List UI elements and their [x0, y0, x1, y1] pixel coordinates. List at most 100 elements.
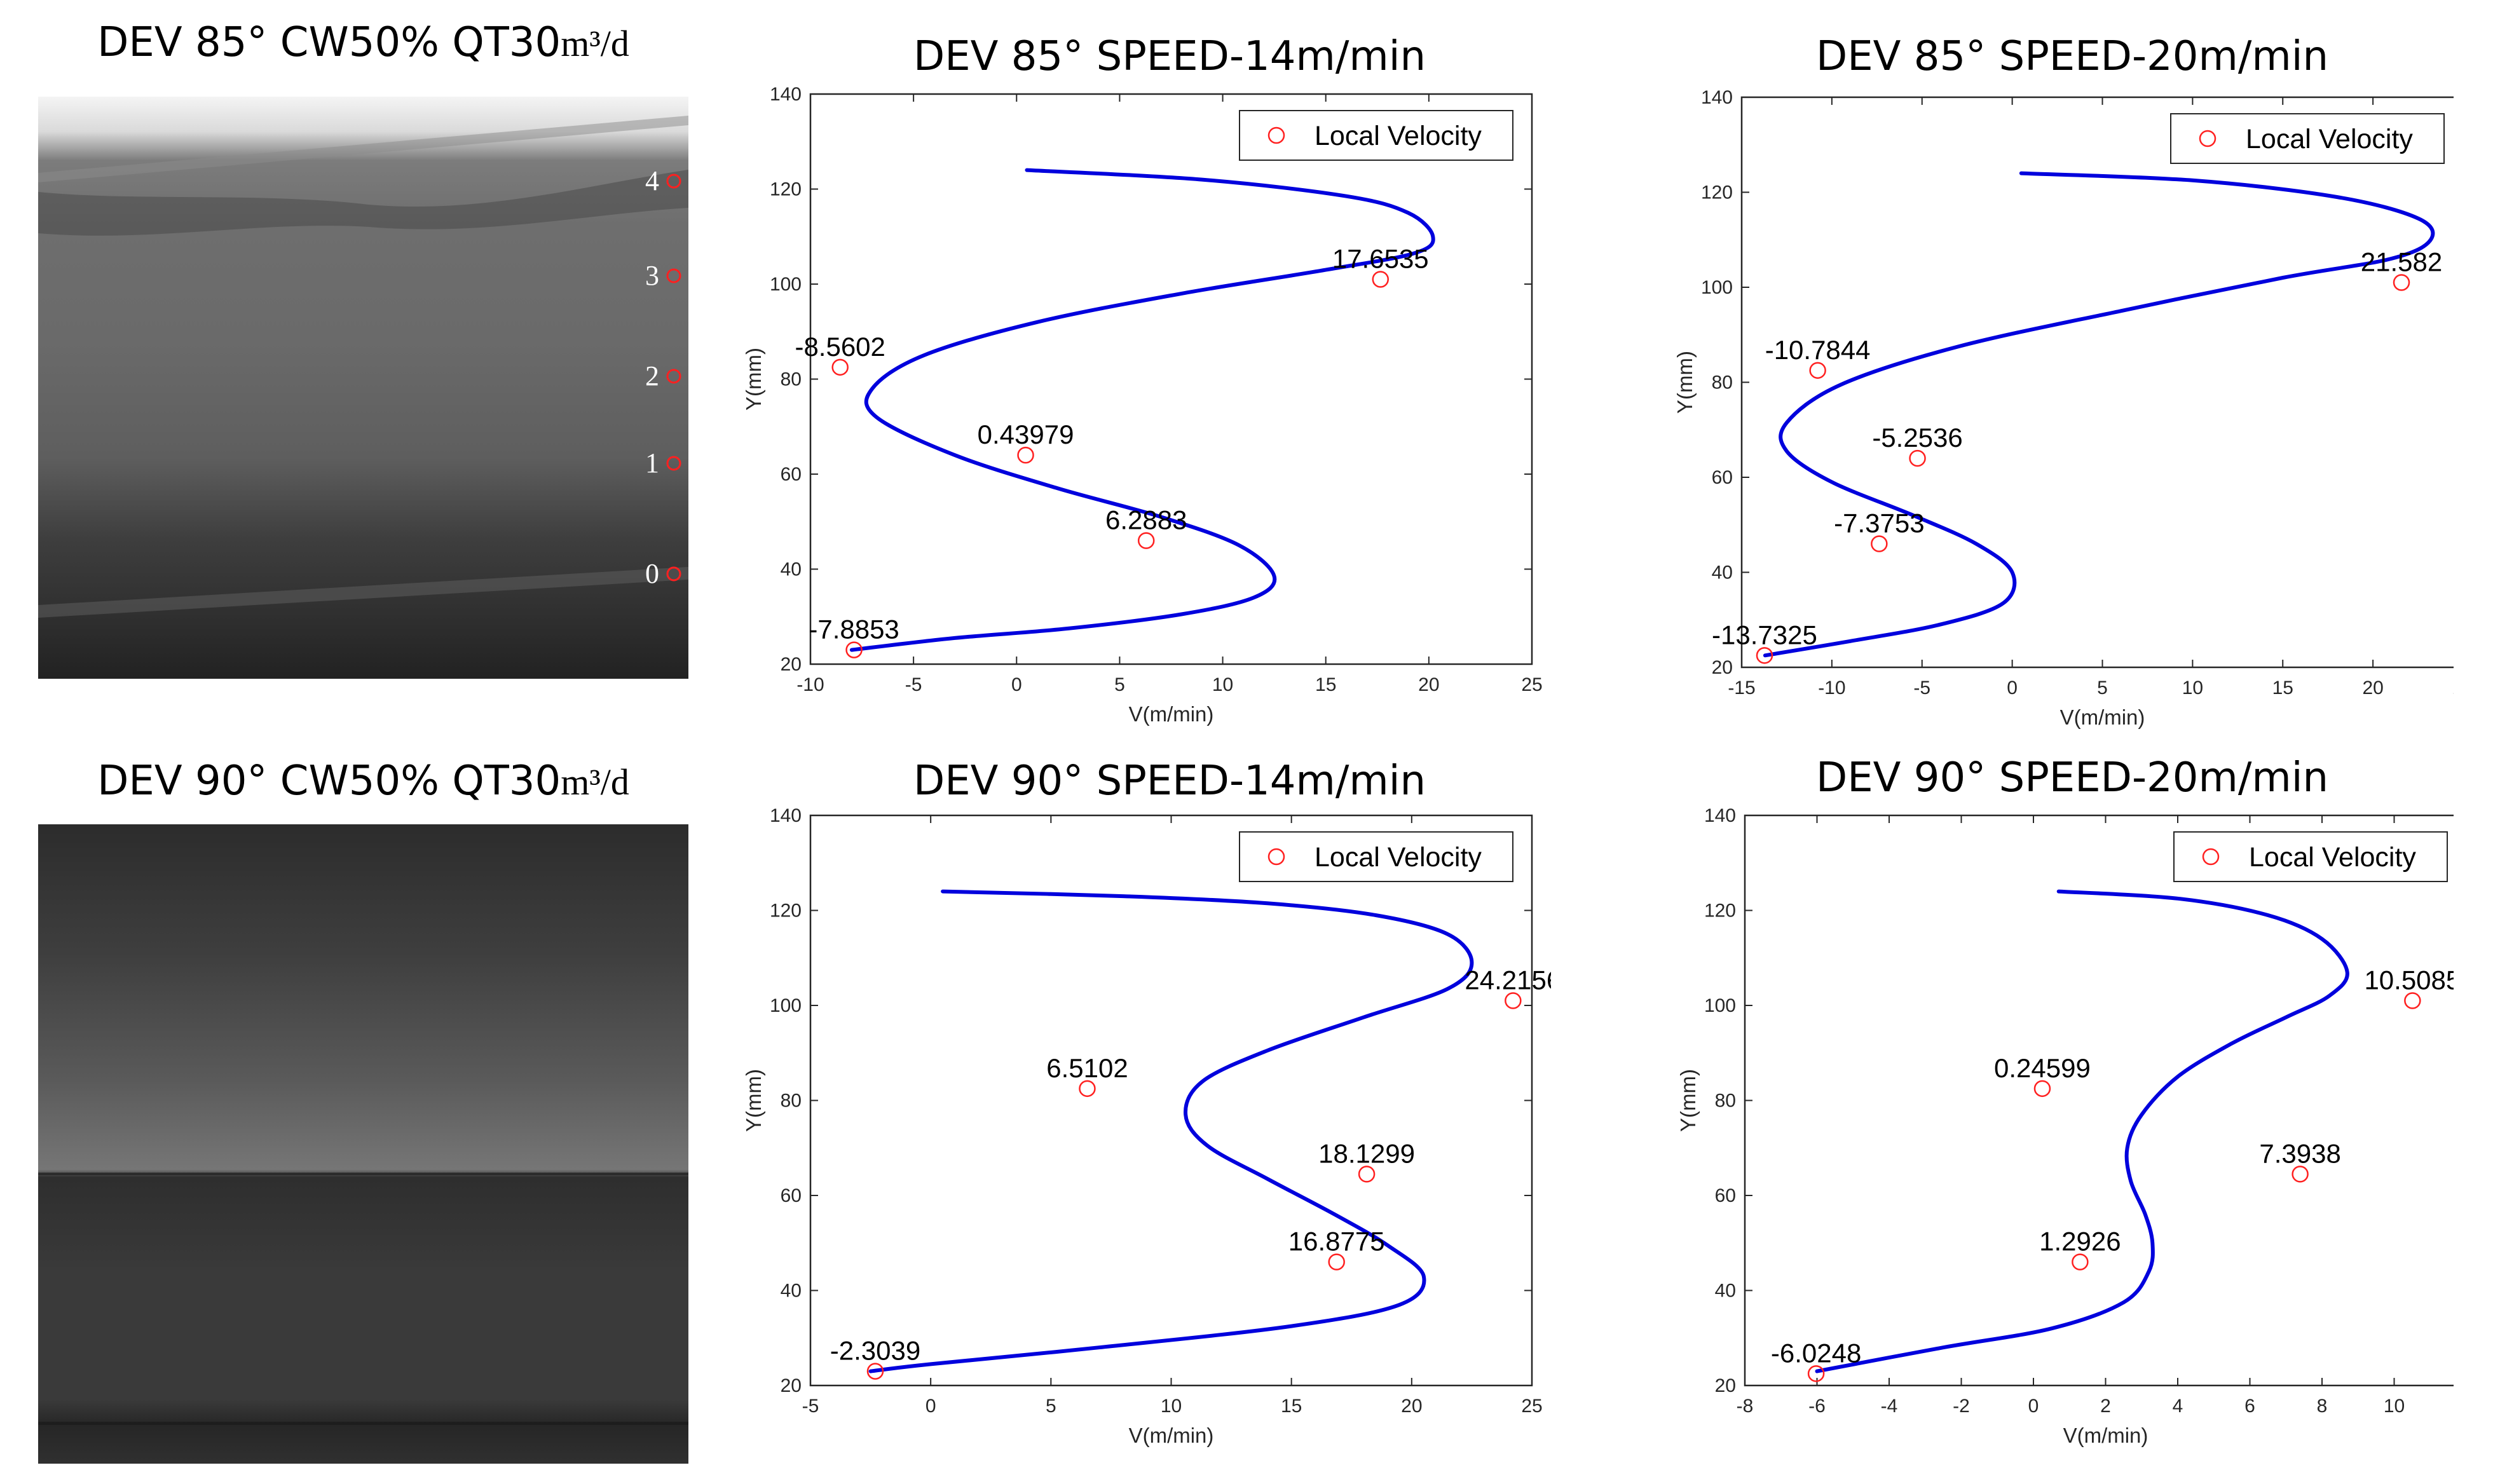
- legend: Local Velocity: [2173, 831, 2448, 882]
- x-axis-label: V(m/min): [1129, 1424, 1214, 1447]
- marker-point-4: [666, 174, 681, 189]
- x-axis-label: V(m/min): [1129, 702, 1214, 726]
- data-label: 7.3938: [2259, 1138, 2340, 1168]
- x-tick-label: 25: [1521, 1396, 1542, 1417]
- legend-marker: [2202, 848, 2220, 866]
- chart-90-14-title: DEV 90° SPEED-14m/min: [913, 758, 1426, 805]
- data-label: 1.2926: [2039, 1227, 2121, 1256]
- y-tick-label: 120: [1704, 901, 1736, 922]
- marker-label-4: 4: [645, 165, 659, 196]
- data-label: -10.7844: [1765, 335, 1871, 365]
- x-tick-label: 4: [2173, 1396, 2183, 1417]
- marker-label-2: 2: [645, 360, 659, 391]
- data-label: -13.7325: [1712, 620, 1817, 650]
- y-tick-label: 40: [781, 1281, 802, 1302]
- velocity-chart-85-14: -10 -5 0 5 10 15 20 25 20 40 60 80 100 120 140 V(m/min)…: [742, 84, 1543, 726]
- local-velocity-point: [1372, 271, 1390, 288]
- legend-box: [2173, 831, 2448, 882]
- data-label: 6.5102: [1046, 1053, 1128, 1083]
- x-tick-label: 5: [2097, 677, 2108, 698]
- x-tick-label: 10: [2182, 677, 2203, 698]
- data-label: 21.582: [2361, 247, 2442, 277]
- y-tick-label: 120: [770, 179, 802, 200]
- x-tick-label: -5: [1913, 677, 1930, 698]
- local-velocity-point: [1328, 1253, 1345, 1270]
- data-label: -5.2536: [1872, 423, 1962, 453]
- y-tick-label: 80: [1715, 1091, 1736, 1112]
- marker-point-0: [666, 566, 681, 582]
- flow-photo-85-image: 4 3 2 1 0: [38, 97, 688, 679]
- local-velocity-point: [2033, 1080, 2051, 1098]
- velocity-profile-curve: [868, 889, 1474, 1373]
- data-label: 10.5085: [2364, 965, 2454, 995]
- x-tick-label: 10: [1161, 1396, 1182, 1417]
- x-tick-label: 20: [1418, 674, 1439, 695]
- x-tick-label: 8: [2317, 1396, 2328, 1417]
- marker-label-3: 3: [645, 260, 659, 291]
- chart-85-14-title: DEV 85° SPEED-14m/min: [913, 33, 1426, 80]
- x-tick-label: -10: [796, 674, 824, 695]
- data-label: -6.0248: [1771, 1338, 1861, 1368]
- photo-90-title-text: DEV 90° CW50% QT30: [97, 758, 561, 805]
- data-label: 16.8775: [1288, 1227, 1385, 1256]
- x-tick-label: -4: [1881, 1396, 1898, 1417]
- data-label: 0.43979: [978, 419, 1074, 449]
- x-tick-label: 6: [2244, 1396, 2255, 1417]
- x-tick-label: 25: [1521, 674, 1542, 695]
- local-velocity-point: [1807, 1365, 1825, 1382]
- data-label: -7.8853: [809, 615, 899, 644]
- marker-point-1: [666, 456, 681, 471]
- legend-label: Local Velocity: [1315, 121, 1482, 151]
- data-label: -2.3039: [830, 1336, 920, 1366]
- marker-label-0: 0: [645, 558, 659, 589]
- x-tick-label: -5: [802, 1396, 819, 1417]
- y-tick-label: 20: [781, 1375, 802, 1396]
- local-velocity-point: [1137, 532, 1155, 549]
- local-velocity-point: [1871, 535, 1888, 552]
- local-velocity-point: [1017, 446, 1034, 464]
- local-velocity-point: [1809, 362, 1826, 379]
- local-velocity-point: [1505, 992, 1522, 1009]
- local-velocity-point: [845, 641, 863, 658]
- velocity-chart-90-20: -8-6-4-202468101220406080100120140V(m/mi…: [1676, 805, 2454, 1447]
- data-label: 17.6535: [1332, 244, 1429, 274]
- legend-marker: [2199, 130, 2217, 147]
- y-tick-label: 20: [781, 654, 802, 675]
- y-tick-label: 60: [781, 464, 802, 485]
- plot-frame: [809, 93, 1533, 665]
- y-tick-label: 60: [1712, 467, 1733, 488]
- x-tick-label: 0: [926, 1396, 936, 1417]
- flow-photo-90: [38, 824, 688, 1464]
- chart-90-20-title: DEV 90° SPEED-20m/min: [1815, 754, 2329, 801]
- local-velocity-point: [866, 1363, 884, 1380]
- legend-label: Local Velocity: [2246, 124, 2413, 154]
- x-tick-label: -6: [1808, 1396, 1826, 1417]
- chart-85-20-title: DEV 85° SPEED-20m/min: [1815, 33, 2329, 80]
- legend-marker: [1267, 848, 1285, 866]
- y-axis-label: Y(mm): [1676, 1069, 1700, 1132]
- x-tick-label: -2: [1953, 1396, 1970, 1417]
- y-tick-label: 20: [1715, 1375, 1736, 1396]
- y-tick-label: 100: [770, 274, 802, 295]
- photo-85-title: DEV 85° CW50% QT30m³/d: [38, 19, 688, 66]
- legend-box: [2170, 113, 2445, 164]
- y-tick-label: 100: [770, 995, 802, 1016]
- y-axis-label: Y(mm): [1673, 351, 1697, 414]
- y-tick-label: 140: [770, 84, 802, 105]
- x-tick-label: -10: [1818, 677, 1845, 698]
- marker-label-1: 1: [645, 447, 659, 479]
- y-tick-label: 80: [1712, 372, 1733, 393]
- local-velocity-point: [2292, 1166, 2309, 1183]
- x-tick-label: 0: [2007, 677, 2018, 698]
- y-tick-label: 100: [1701, 277, 1733, 298]
- x-tick-label: 15: [2272, 677, 2293, 698]
- photo-90-title: DEV 90° CW50% QT30m³/d: [38, 758, 688, 805]
- photo-85-title-text: DEV 85° CW50% QT30: [97, 19, 561, 66]
- x-tick-label: -8: [1737, 1396, 1754, 1417]
- x-tick-label: 5: [1046, 1396, 1056, 1417]
- legend-box: [1239, 831, 1513, 882]
- velocity-chart-85-20: -15 -10 -5 0 5 10 15 20 25 20 40 60 80 100 120 140 V(m/m…: [1673, 87, 2454, 729]
- measurement-markers: 4 3 2 1 0: [645, 165, 681, 589]
- y-axis-label: Y(mm): [742, 1069, 765, 1132]
